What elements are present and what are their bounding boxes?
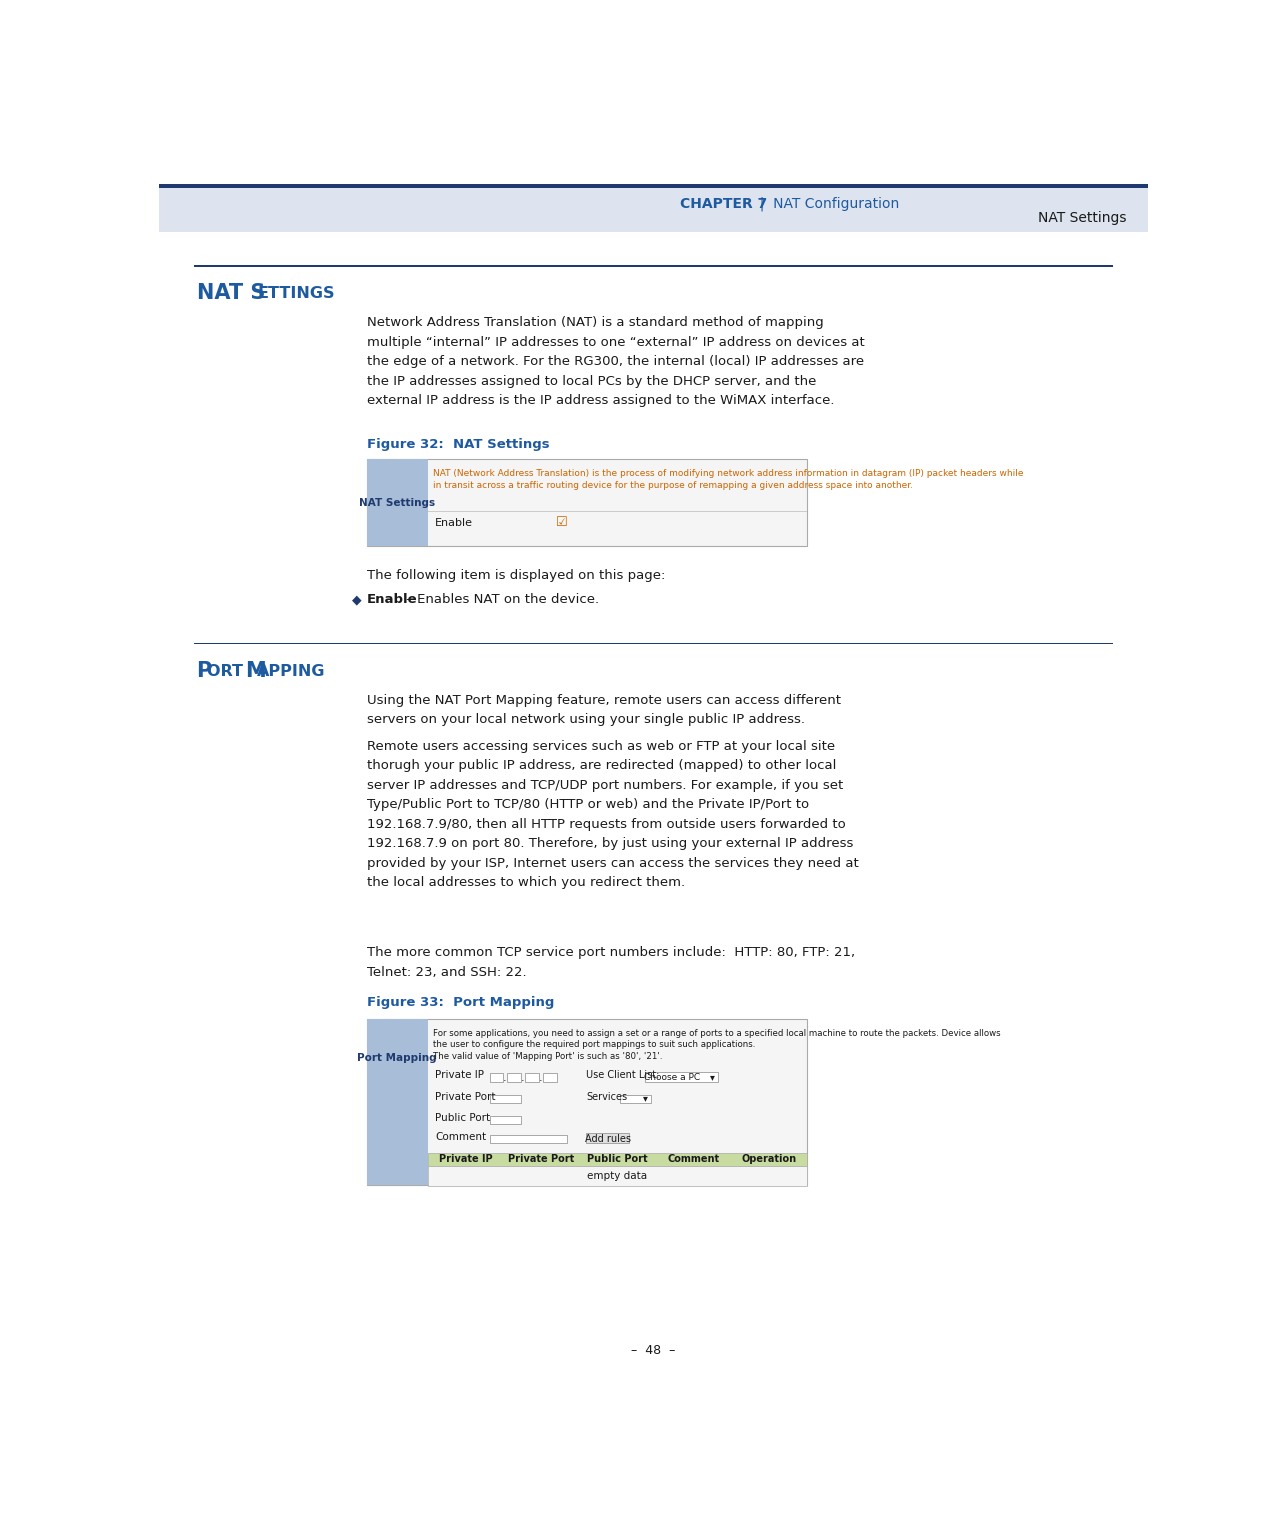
Text: Remote users accessing services such as web or FTP at your local site
thorugh yo: Remote users accessing services such as …	[367, 740, 859, 889]
Text: The more common TCP service port numbers include:  HTTP: 80, FTP: 21,
Telnet: 23: The more common TCP service port numbers…	[367, 947, 856, 979]
Text: .: .	[521, 1072, 525, 1083]
Bar	[367, 1019, 427, 1184]
Text: Private IP: Private IP	[439, 1155, 492, 1164]
Text: NAT Settings: NAT Settings	[360, 498, 435, 507]
Bar	[586, 1134, 629, 1143]
Text: .: .	[504, 1072, 507, 1083]
Text: Port Mapping: Port Mapping	[357, 1052, 437, 1063]
Text: Use Client List:: Use Client List:	[586, 1071, 659, 1080]
Bar	[427, 1166, 807, 1186]
Text: |  NAT Configuration: | NAT Configuration	[751, 196, 899, 211]
Text: ◆: ◆	[352, 593, 361, 607]
Bar	[367, 460, 807, 545]
Text: Operation: Operation	[742, 1155, 797, 1164]
Text: Network Address Translation (NAT) is a standard method of mapping
multiple “inte: Network Address Translation (NAT) is a s…	[367, 316, 864, 408]
Text: Figure 32:  NAT Settings: Figure 32: NAT Settings	[367, 438, 550, 450]
Text: Comment: Comment	[667, 1155, 719, 1164]
Text: ☑: ☑	[556, 516, 567, 529]
Bar	[490, 1095, 520, 1103]
Text: ETTINGS: ETTINGS	[258, 285, 334, 300]
Text: Enable: Enable	[367, 593, 418, 607]
Text: APPING: APPING	[258, 663, 325, 679]
Text: empty data: empty data	[588, 1170, 648, 1181]
Text: CHAPTER 7: CHAPTER 7	[680, 196, 768, 211]
Text: Private IP: Private IP	[435, 1071, 484, 1080]
Text: P: P	[196, 662, 212, 682]
Text: .: .	[539, 1072, 542, 1083]
Bar	[543, 1074, 557, 1082]
Bar	[159, 184, 1148, 188]
Text: ▾: ▾	[710, 1072, 715, 1082]
Text: NAT (Network Address Translation) is the process of modifying network address in: NAT (Network Address Translation) is the…	[434, 469, 1024, 490]
Bar	[159, 188, 1148, 231]
Bar	[645, 1072, 718, 1082]
Text: Using the NAT Port Mapping feature, remote users can access different
servers on: Using the NAT Port Mapping feature, remo…	[367, 694, 842, 726]
Bar	[367, 1019, 807, 1184]
Text: Private Port: Private Port	[509, 1155, 575, 1164]
Text: NAT Settings: NAT Settings	[1038, 211, 1127, 225]
Bar	[194, 643, 1113, 645]
Text: ▾: ▾	[643, 1094, 648, 1103]
Text: Enable: Enable	[435, 518, 473, 527]
Text: Add rules: Add rules	[585, 1134, 631, 1144]
Bar	[367, 460, 427, 545]
Text: M: M	[245, 662, 266, 682]
Bar	[620, 1095, 650, 1103]
Text: Public Port: Public Port	[435, 1112, 491, 1123]
Text: Services: Services	[586, 1092, 627, 1102]
Bar	[427, 1152, 807, 1166]
Bar	[490, 1115, 520, 1124]
Bar	[507, 1074, 521, 1082]
Text: –  48  –: – 48 –	[631, 1344, 676, 1357]
Text: Figure 33:  Port Mapping: Figure 33: Port Mapping	[367, 996, 555, 1010]
Text: Public Port: Public Port	[586, 1155, 648, 1164]
Text: ORT: ORT	[208, 663, 249, 679]
Text: Private Port: Private Port	[435, 1092, 496, 1102]
Bar	[490, 1135, 567, 1143]
Bar	[194, 265, 1113, 267]
Text: – Enables NAT on the device.: – Enables NAT on the device.	[402, 593, 599, 607]
Bar	[490, 1074, 504, 1082]
Text: NAT S: NAT S	[196, 283, 265, 303]
Text: Choose a PC: Choose a PC	[644, 1072, 700, 1082]
Bar	[525, 1074, 539, 1082]
Text: The following item is displayed on this page:: The following item is displayed on this …	[367, 568, 666, 582]
Text: Comment: Comment	[435, 1132, 486, 1141]
Text: For some applications, you need to assign a set or a range of ports to a specifi: For some applications, you need to assig…	[434, 1028, 1001, 1062]
